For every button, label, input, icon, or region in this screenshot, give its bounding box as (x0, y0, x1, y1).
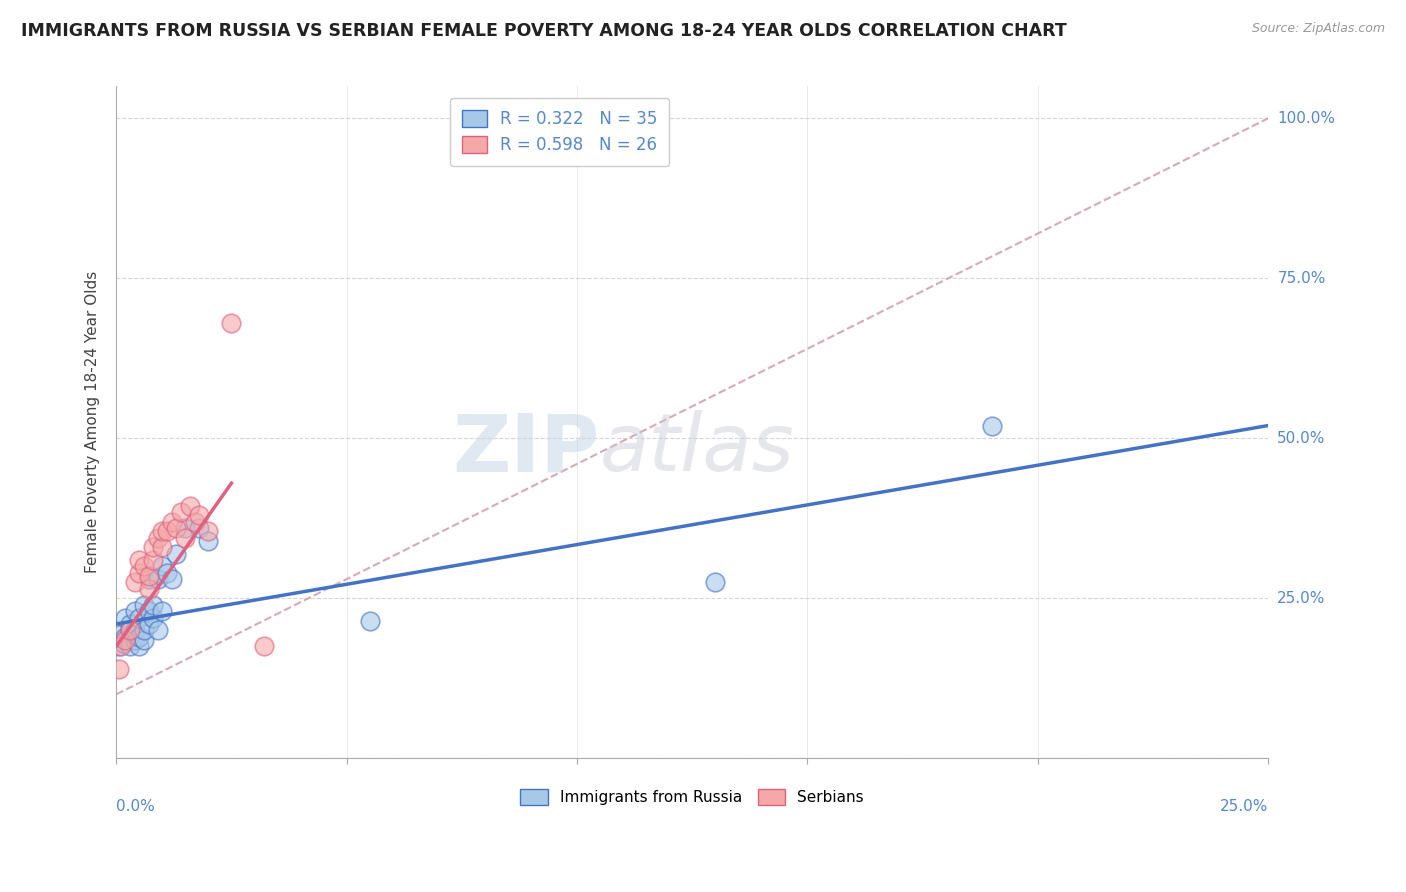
Point (197, 533, 219, 548)
Point (146, 624, 169, 638)
Point (124, 632, 146, 647)
Point (124, 575, 146, 590)
Y-axis label: Female Poverty Among 18-24 Year Olds: Female Poverty Among 18-24 Year Olds (86, 271, 100, 574)
Point (138, 616, 160, 631)
Point (132, 632, 155, 647)
Point (188, 508, 211, 523)
Point (110, 640, 132, 654)
Text: 25.0%: 25.0% (1277, 591, 1326, 606)
Point (132, 598, 155, 612)
Point (150, 540, 173, 554)
Text: Source: ZipAtlas.com: Source: ZipAtlas.com (1251, 22, 1385, 36)
Text: 0.0%: 0.0% (117, 798, 155, 814)
Point (128, 640, 150, 654)
Point (120, 624, 142, 638)
Point (170, 505, 193, 519)
Point (359, 614, 381, 628)
Point (160, 515, 183, 529)
Point (138, 604, 160, 618)
Point (120, 616, 142, 631)
Point (132, 559, 155, 574)
Point (128, 630, 150, 644)
Point (138, 569, 160, 583)
Point (132, 624, 155, 638)
Point (120, 624, 142, 638)
Point (110, 626, 132, 640)
Point (221, 316, 243, 330)
Point (174, 521, 197, 535)
Point (142, 598, 165, 612)
Point (128, 610, 150, 624)
Point (156, 524, 179, 538)
Point (253, 640, 276, 654)
Point (150, 604, 173, 618)
Point (142, 553, 165, 567)
Point (114, 610, 136, 624)
Text: 100.0%: 100.0% (1277, 111, 1336, 126)
Point (197, 524, 219, 538)
Point (179, 499, 201, 513)
Point (128, 566, 150, 580)
Text: IMMIGRANTS FROM RUSSIA VS SERBIAN FEMALE POVERTY AMONG 18-24 YEAR OLDS CORRELATI: IMMIGRANTS FROM RUSSIA VS SERBIAN FEMALE… (21, 22, 1067, 40)
Point (165, 521, 187, 535)
Point (980, 418, 1002, 433)
Point (183, 515, 205, 529)
Text: 75.0%: 75.0% (1277, 271, 1326, 285)
Point (124, 604, 146, 618)
Point (120, 640, 142, 654)
Point (142, 540, 165, 554)
Point (142, 610, 165, 624)
Point (124, 624, 146, 638)
Point (150, 524, 173, 538)
Point (160, 572, 183, 586)
Point (150, 559, 173, 574)
Point (146, 531, 169, 545)
Point (107, 640, 129, 654)
Point (138, 582, 160, 596)
Point (146, 572, 169, 586)
Point (107, 662, 129, 676)
Point (174, 531, 197, 545)
Point (188, 521, 211, 535)
Text: 50.0%: 50.0% (1277, 431, 1326, 446)
Text: ZIP: ZIP (453, 410, 600, 488)
Text: 25.0%: 25.0% (1219, 798, 1268, 814)
Legend: R = 0.322   N = 35, R = 0.598   N = 26: R = 0.322 N = 35, R = 0.598 N = 26 (450, 98, 669, 166)
Point (704, 575, 727, 590)
Point (128, 553, 150, 567)
Point (156, 566, 179, 580)
Point (114, 632, 136, 647)
Point (165, 547, 187, 561)
Point (112, 636, 135, 650)
Point (138, 572, 160, 586)
Point (114, 630, 136, 644)
Text: atlas: atlas (600, 410, 794, 488)
